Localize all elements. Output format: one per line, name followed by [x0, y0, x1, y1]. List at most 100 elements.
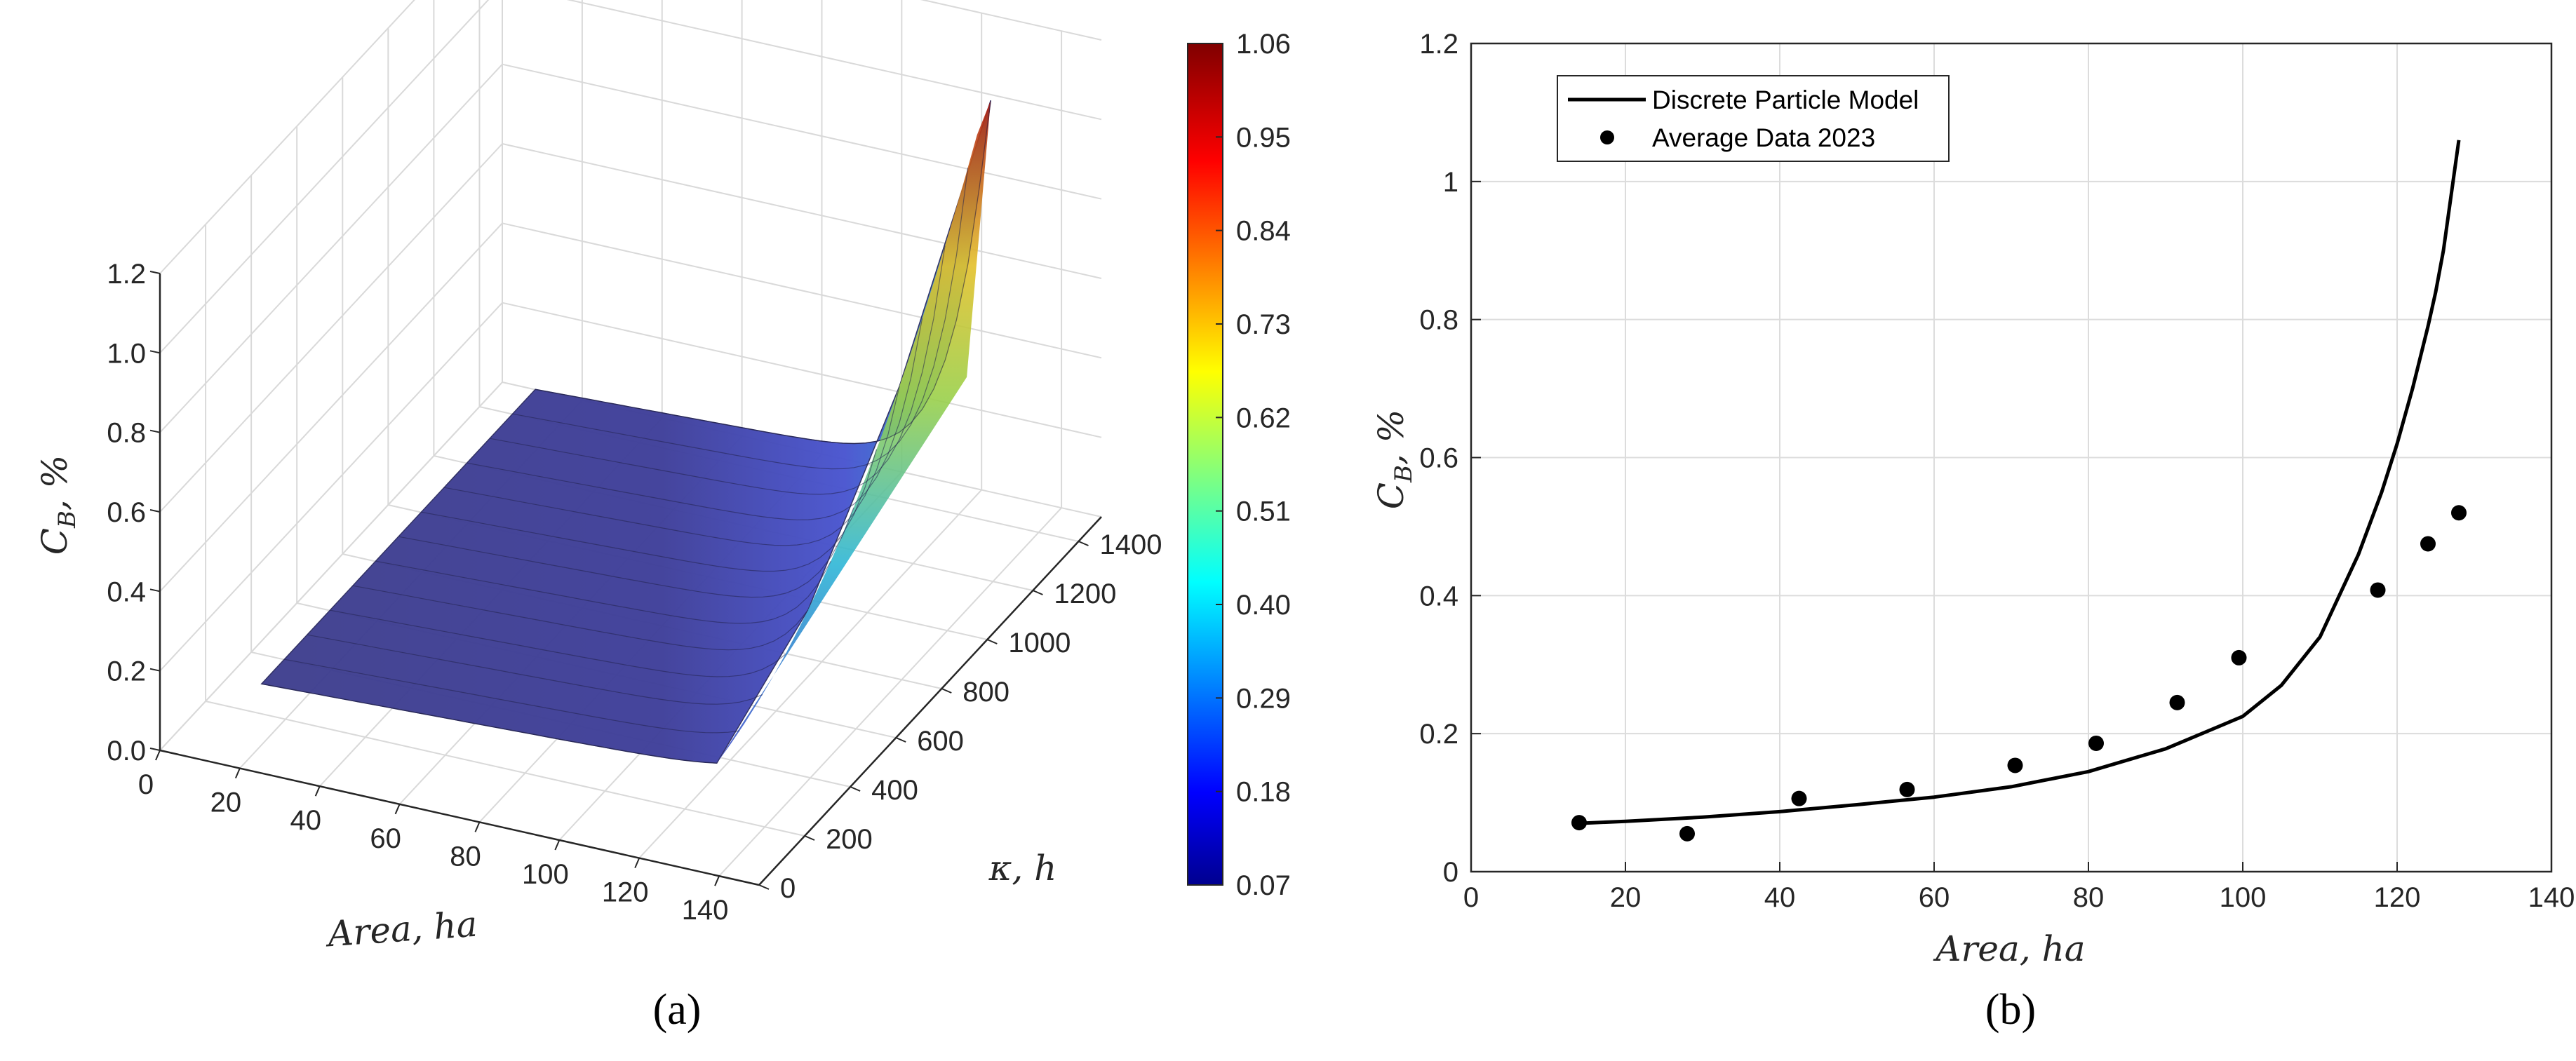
panel-a-z-axis-label: CB, %	[34, 455, 81, 555]
y-tick-label: 400	[871, 775, 918, 806]
z-tick-label: 1.0	[107, 338, 146, 369]
y-tick-mark	[850, 786, 861, 792]
z-tick-label: 0.4	[107, 576, 146, 607]
panel-a-caption: (a)	[653, 986, 702, 1034]
surface-mesh-line	[284, 658, 740, 734]
x-axis-line	[159, 749, 760, 886]
surface-mesh-line	[261, 683, 717, 764]
x-tick-label: 60	[1919, 882, 1950, 913]
y-tick-mark	[758, 884, 770, 890]
z-tick-label: 0.6	[107, 497, 146, 528]
z-tick-label: 0.8	[107, 418, 146, 449]
y-tick-label: 0.6	[1419, 443, 1458, 474]
floor-gridline	[638, 489, 982, 859]
y-tick-label: 0.4	[1419, 581, 1458, 611]
colorbar-tick-label: 0.62	[1236, 403, 1291, 433]
x-tick-mark	[714, 875, 720, 886]
x-tick-mark	[314, 785, 321, 797]
x-tick-label: 0	[138, 769, 154, 800]
panel-a-3d-surface: 0204060801001201400200400600800100012001…	[34, 0, 1291, 1034]
back-wall-gridline	[502, 302, 1102, 438]
surface-mesh-line	[443, 386, 900, 546]
legend: Discrete Particle Model Average Data 202…	[1557, 75, 1950, 162]
data-point	[1571, 815, 1587, 831]
z-tick-label: 0.0	[107, 736, 146, 766]
y-tick-mark	[941, 688, 952, 694]
x-tick-label: 0	[1463, 882, 1479, 913]
x-tick-mark	[474, 822, 481, 832]
surface-mesh-line	[512, 168, 969, 470]
data-point	[2420, 536, 2436, 552]
y-tick-label: 1400	[1099, 529, 1162, 560]
z-tick-mark	[149, 271, 161, 274]
surface-mesh-line	[398, 507, 854, 598]
panel-a-tick-labels: 0204060801001201400200400600800100012001…	[107, 259, 1162, 926]
panel-b-y-axis-label: CB, %	[1371, 410, 1418, 510]
z-tick-mark	[149, 588, 161, 593]
x-tick-mark	[155, 750, 161, 761]
surface-mesh-line	[352, 585, 809, 651]
panel-b-plot-frame	[1470, 42, 2553, 873]
x-tick-label: 100	[2220, 882, 2267, 913]
data-point	[2088, 735, 2104, 751]
y-tick-mark	[1078, 541, 1089, 546]
z-tick-mark	[149, 748, 161, 751]
y-tick-label: 1200	[1054, 579, 1116, 609]
back-wall-gridline	[920, 0, 1102, 41]
x-tick-mark	[554, 839, 561, 851]
floor-gridline	[205, 701, 805, 837]
panel-a-y-axis-label: κ, h	[988, 848, 1057, 888]
panel-a-grid	[159, 0, 1102, 886]
floor-gridline	[718, 507, 1062, 877]
side-wall-gridline	[159, 0, 490, 354]
x-tick-label: 140	[2528, 882, 2575, 913]
surface-mesh-line	[375, 560, 832, 624]
y-tick-label: 0	[1443, 857, 1458, 888]
y-tick-mark	[1033, 590, 1043, 595]
x-tick-mark	[634, 858, 640, 868]
data-point	[1679, 825, 1695, 842]
side-wall-gridline	[159, 222, 503, 593]
y-tick-label: 0.8	[1419, 305, 1458, 336]
colorbar-tick-label: 0.29	[1236, 683, 1291, 714]
data-point	[2007, 757, 2023, 773]
x-tick-mark	[394, 804, 401, 815]
data-point	[2451, 505, 2467, 521]
colorbar-tick-label: 1.06	[1236, 29, 1291, 60]
x-tick-label: 100	[522, 859, 569, 890]
model-line	[1578, 140, 2461, 825]
side-wall-gridline	[159, 63, 503, 433]
back-wall-gridline	[566, 0, 1102, 121]
z-tick-mark	[149, 429, 161, 433]
y-tick-label: 800	[962, 677, 1009, 708]
surface-plot	[260, 100, 991, 764]
y-tick-label: 1000	[1008, 628, 1071, 658]
data-point	[1791, 790, 1807, 806]
panel-b-caption: (b)	[1985, 986, 2036, 1034]
data-point	[2370, 582, 2386, 598]
side-wall-gridline	[159, 302, 503, 672]
x-tick-label: 80	[450, 841, 481, 872]
back-wall-gridline	[502, 143, 1102, 279]
side-wall-gridline	[159, 143, 503, 513]
colorbar-tick-label: 0.18	[1236, 777, 1291, 808]
back-wall-gridline	[502, 63, 1102, 200]
surface-mesh-line	[535, 100, 991, 445]
colorbar-tick-labels: 1.06 0.95 0.84 0.73 0.62 0.51 0.40 0.29 0.18 0.07	[1216, 29, 1291, 901]
surface-mesh-line	[330, 609, 786, 677]
x-tick-label: 120	[602, 877, 649, 908]
colorbar-tick-label: 0.95	[1236, 122, 1291, 153]
y-tick-label: 1	[1443, 167, 1458, 198]
z-tick-mark	[149, 668, 161, 672]
z-tick-mark	[149, 509, 161, 513]
y-tick-label: 200	[826, 824, 873, 855]
surface-mesh-line	[467, 318, 923, 520]
y-tick-mark	[895, 737, 906, 743]
legend-label-model: Discrete Particle Model	[1652, 86, 1919, 114]
panel-a-x-axis-label: Area, ha	[323, 904, 478, 955]
x-tick-label: 40	[290, 805, 321, 836]
data-point	[2169, 694, 2185, 710]
legend-box	[1557, 75, 1950, 162]
surface-mesh-line	[421, 449, 878, 572]
